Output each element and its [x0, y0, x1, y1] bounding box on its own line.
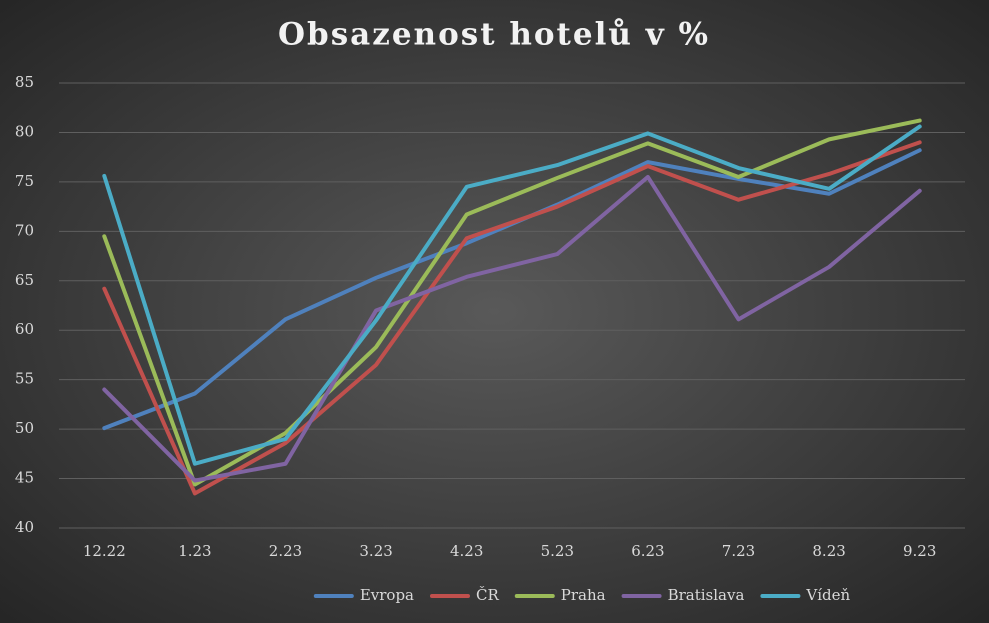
series-line [102, 174, 922, 483]
legend-label: Evropa [360, 586, 414, 604]
chart-title: Obsazenost hotelů v % [278, 17, 710, 53]
x-tick-label: 1.23 [178, 542, 211, 560]
series-line [102, 124, 922, 466]
legend-label: ČR [476, 586, 499, 604]
x-tick-label: 5.23 [541, 542, 574, 560]
x-tick-label: 4.23 [450, 542, 483, 560]
legend-label: Bratislava [668, 586, 745, 604]
x-tick-label: 8.23 [812, 542, 845, 560]
series-line [102, 140, 922, 496]
x-tick-label: 3.23 [359, 542, 392, 560]
y-tick-label: 70 [15, 221, 34, 239]
y-tick-label: 40 [15, 518, 34, 536]
y-tick-label: 80 [15, 122, 34, 140]
y-tick-label: 60 [15, 320, 34, 338]
legend-label: Praha [561, 586, 606, 604]
x-tick-label: 7.23 [722, 542, 755, 560]
y-tick-label: 65 [15, 271, 34, 289]
y-tick-label: 85 [15, 73, 34, 91]
x-tick-label: 6.23 [631, 542, 664, 560]
series-line [102, 118, 922, 487]
legend-label: Vídeň [805, 586, 850, 604]
y-tick-label: 50 [15, 419, 34, 437]
y-tick-label: 55 [15, 370, 34, 388]
x-tick-label: 9.23 [903, 542, 936, 560]
y-tick-label: 75 [15, 172, 34, 190]
y-tick-label: 45 [15, 469, 34, 487]
x-tick-label: 12.22 [83, 542, 126, 560]
x-tick-label: 2.23 [269, 542, 302, 560]
